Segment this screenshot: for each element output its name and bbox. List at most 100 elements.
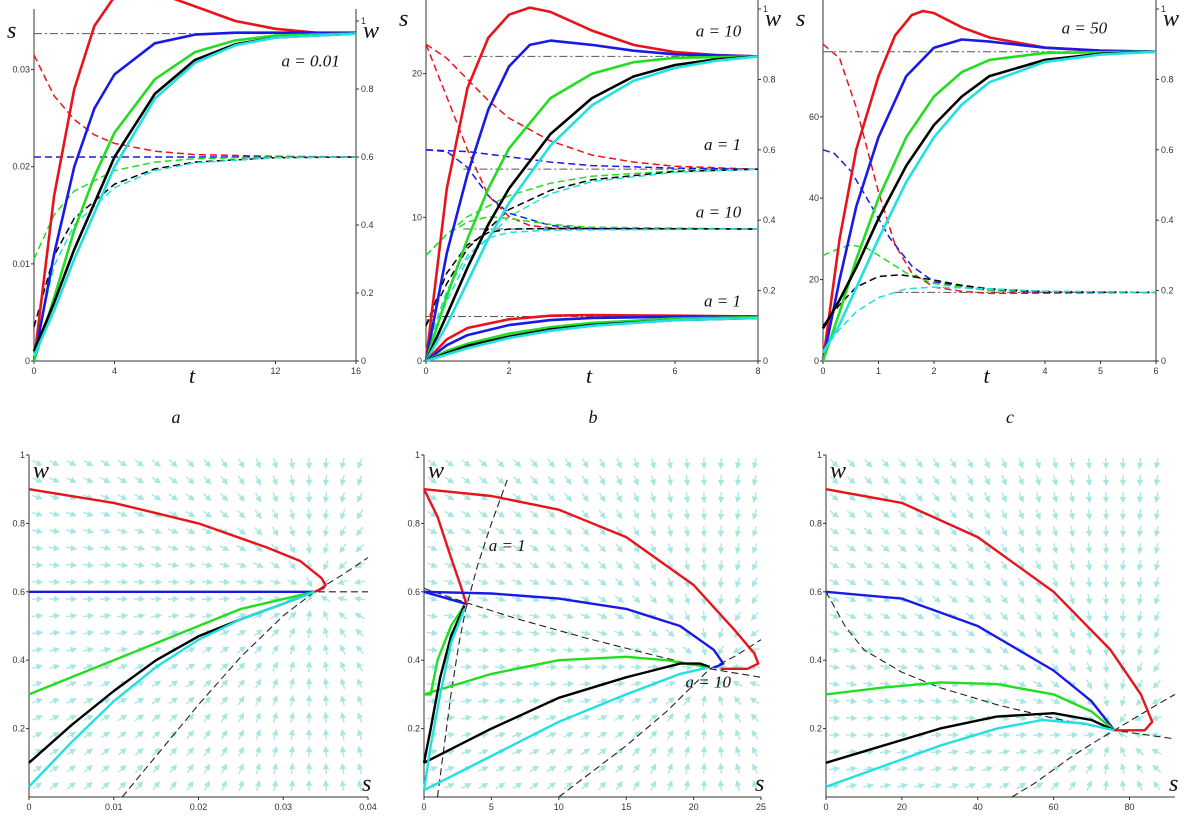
field-arrow xyxy=(135,781,144,791)
field-arrow xyxy=(649,475,657,487)
field-arrow xyxy=(683,779,691,792)
field-arrow xyxy=(66,681,77,688)
s-series-cyan xyxy=(425,316,759,363)
field-arrow xyxy=(1102,779,1110,791)
field-arrow xyxy=(237,780,244,791)
field-arrow xyxy=(478,783,489,789)
field-arrow xyxy=(581,509,589,519)
y-right-label: w xyxy=(765,6,781,32)
field-arrow xyxy=(252,595,265,603)
field-arrow xyxy=(116,544,129,552)
field-arrow xyxy=(631,714,642,722)
field-arrow xyxy=(461,629,473,637)
field-arrow xyxy=(616,492,622,503)
field-arrow xyxy=(31,646,44,654)
field-arrow xyxy=(1153,662,1161,673)
field-arrow xyxy=(614,698,625,705)
field-arrow xyxy=(1000,577,1008,588)
x-tick-label: 0.02 xyxy=(190,802,208,812)
field-arrow xyxy=(948,663,959,670)
field-arrow xyxy=(269,578,282,586)
field-arrow xyxy=(1085,780,1092,791)
field-arrow xyxy=(700,627,708,640)
field-arrow xyxy=(965,629,976,637)
field-arrow xyxy=(83,476,94,483)
field-arrow xyxy=(717,491,725,504)
y-right-tick-label: 0.2 xyxy=(361,288,374,298)
field-arrow xyxy=(237,458,245,469)
field-arrow xyxy=(529,749,540,756)
field-arrow xyxy=(751,474,759,487)
field-arrow xyxy=(220,679,229,689)
field-arrow xyxy=(271,678,278,689)
field-arrow xyxy=(356,779,364,792)
field-arrow xyxy=(880,578,891,586)
x-tick-label: 2 xyxy=(506,366,511,376)
field-arrow xyxy=(580,629,592,637)
field-arrow xyxy=(152,747,161,757)
field-arrow xyxy=(683,509,691,521)
field-arrow xyxy=(49,748,60,756)
field-arrow xyxy=(512,749,523,756)
field-arrow xyxy=(477,697,490,705)
field-arrow xyxy=(477,680,490,688)
field-arrow xyxy=(202,544,213,551)
field-arrow xyxy=(478,459,488,468)
field-arrow xyxy=(288,560,297,570)
field-arrow xyxy=(615,509,623,520)
field-arrow xyxy=(898,492,907,502)
field-arrow xyxy=(1102,559,1110,572)
field-arrow xyxy=(322,677,330,690)
field-arrow xyxy=(168,544,180,552)
field-arrow xyxy=(1153,474,1161,487)
field-arrow xyxy=(117,697,128,705)
field-arrow xyxy=(1051,543,1059,555)
field-arrow xyxy=(338,561,348,570)
field-arrow xyxy=(965,748,977,756)
field-arrow xyxy=(1016,663,1027,671)
field-arrow xyxy=(66,510,78,518)
field-arrow xyxy=(1085,645,1093,657)
field-arrow xyxy=(615,560,624,570)
field-arrow xyxy=(117,664,128,671)
y-right-tick-label: 0.8 xyxy=(763,74,776,84)
field-arrow xyxy=(254,458,261,469)
field-arrow xyxy=(288,526,295,537)
field-arrow xyxy=(1085,576,1093,589)
field-arrow xyxy=(478,527,489,535)
field-arrow xyxy=(700,728,708,741)
field-arrow xyxy=(581,475,589,486)
field-arrow xyxy=(99,544,112,552)
y-right-tick-label: 1 xyxy=(1161,4,1166,14)
field-arrow xyxy=(632,509,639,520)
field-arrow xyxy=(219,630,230,637)
field-arrow xyxy=(681,663,694,671)
field-arrow xyxy=(734,762,742,774)
field-arrow xyxy=(580,561,590,570)
field-arrow xyxy=(354,561,365,569)
field-arrow xyxy=(271,526,279,537)
field-arrow xyxy=(254,779,262,791)
field-arrow xyxy=(614,578,624,587)
x-tick-label: 6 xyxy=(672,366,677,376)
field-arrow xyxy=(254,762,262,774)
field-arrow xyxy=(966,560,975,570)
field-arrow xyxy=(167,561,180,569)
field-arrow xyxy=(615,475,622,486)
field-arrow xyxy=(897,578,908,586)
field-arrow xyxy=(83,698,94,705)
field-arrow xyxy=(1068,508,1076,521)
field-arrow xyxy=(322,543,330,555)
parameter-annotation: a = 0.01 xyxy=(282,52,340,71)
field-arrow xyxy=(732,680,743,687)
x-tick-label: 20 xyxy=(897,802,907,812)
field-arrow xyxy=(596,646,609,654)
field-arrow xyxy=(931,595,942,603)
field-arrow xyxy=(100,698,111,704)
field-arrow xyxy=(649,509,656,520)
field-arrow xyxy=(613,680,626,688)
x-axis-label: s xyxy=(362,771,371,797)
y-tick-label: 0.2 xyxy=(407,724,420,734)
w-series-black xyxy=(425,227,759,327)
